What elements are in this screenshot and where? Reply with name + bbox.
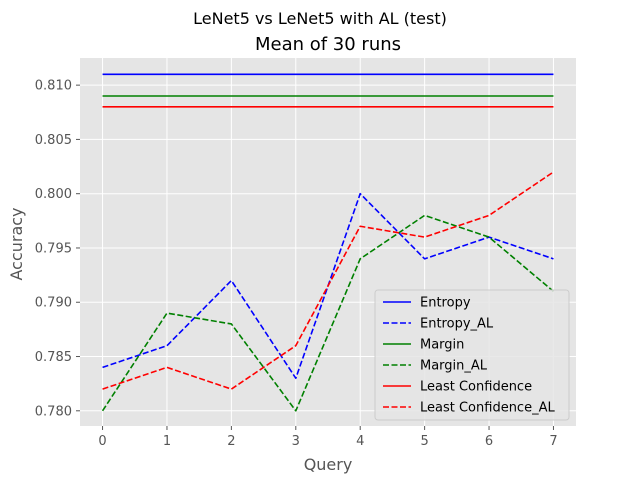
legend-entry: Least Confidence_AL [420, 401, 555, 416]
legend-entry: Margin [420, 338, 464, 353]
series-line-5 [102, 171, 554, 390]
x-axis-ticks: 0 1 2 3 4 5 6 7 [98, 426, 558, 449]
x-tick-label: 2 [227, 434, 235, 449]
x-tick-label: 6 [485, 434, 493, 449]
y-tick-label: 0.795 [35, 241, 72, 256]
chart-suptitle: LeNet5 vs LeNet5 with AL (test) [193, 9, 447, 28]
x-tick-label: 1 [163, 434, 171, 449]
y-tick-label: 0.785 [35, 350, 72, 365]
legend-entry: Margin_AL [420, 359, 488, 374]
series-line-3 [101, 214, 554, 412]
series-lines [101, 73, 554, 412]
y-axis-ticks: 0.780 0.785 0.790 0.795 0.800 0.805 0.810 [35, 79, 80, 419]
legend-entry: Least Confidence [420, 380, 532, 395]
x-tick-label: 0 [98, 434, 106, 449]
x-tick-label: 7 [549, 434, 557, 449]
y-tick-label: 0.790 [35, 296, 72, 311]
legend-entry: Entropy_AL [420, 317, 494, 332]
x-tick-label: 4 [356, 434, 364, 449]
x-axis-label: Query [304, 455, 353, 474]
legend: Entropy Entropy_AL Margin Margin_AL Least Co… [374, 289, 570, 421]
y-tick-label: 0.800 [35, 187, 72, 202]
legend-box [374, 289, 570, 421]
y-axis-label: Accuracy [7, 207, 26, 280]
y-tick-label: 0.810 [35, 79, 72, 94]
x-tick-label: 5 [420, 434, 428, 449]
legend-entry: Entropy [420, 296, 471, 311]
y-tick-label: 0.805 [35, 133, 72, 148]
y-tick-label: 0.780 [35, 404, 72, 419]
chart-title: Mean of 30 runs [255, 34, 401, 55]
x-tick-label: 3 [292, 434, 300, 449]
